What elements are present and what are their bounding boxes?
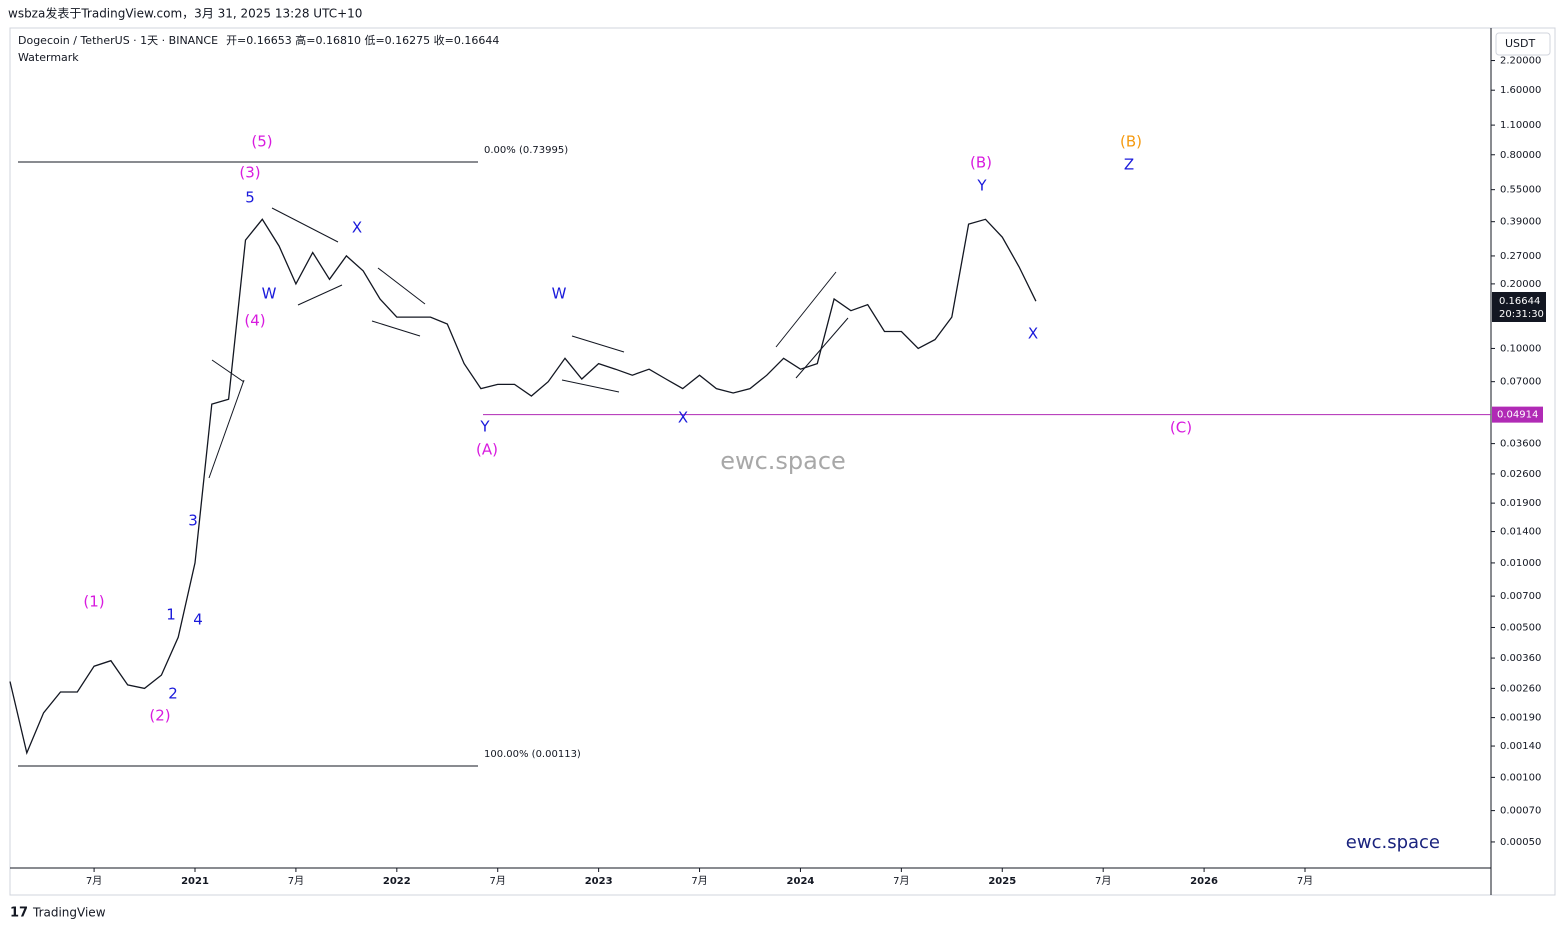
wave-label: 4: [193, 611, 203, 629]
wave-label: (B): [970, 154, 992, 172]
trend-line: [208, 379, 245, 479]
x-tick-label: 2022: [383, 876, 411, 887]
x-tick-label: 7月: [86, 875, 102, 887]
y-tick-label: 1.10000: [1500, 120, 1541, 131]
wave-label: (C): [1170, 419, 1192, 437]
y-tick-label: 0.00190: [1500, 713, 1541, 724]
y-tick-label: 0.01400: [1500, 527, 1541, 538]
x-tick-label: 7月: [893, 875, 909, 887]
wave-label: X: [1028, 325, 1038, 343]
trend-line: [271, 207, 339, 243]
x-tick-label: 2026: [1190, 876, 1218, 887]
y-tick-label: 0.00360: [1500, 653, 1541, 664]
currency-button[interactable]: [1495, 32, 1551, 56]
y-tick-label: 0.00140: [1500, 741, 1541, 752]
x-tick-label: 7月: [1095, 875, 1111, 887]
y-tick-label: 0.00070: [1500, 806, 1541, 817]
y-tick-label: 0.00260: [1500, 683, 1541, 694]
y-tick-label: 0.55000: [1500, 185, 1541, 196]
price-label: 0.16644: [1499, 296, 1540, 307]
y-tick-label: 2.20000: [1500, 56, 1541, 67]
y-tick-label: 0.01900: [1500, 498, 1541, 509]
wave-label: 5: [245, 189, 255, 207]
x-tick-label: 2024: [787, 876, 815, 887]
wave-label: 1: [166, 606, 176, 624]
y-tick-label: 0.07000: [1500, 377, 1541, 388]
trend-line: [377, 267, 426, 305]
trend-line: [297, 284, 343, 306]
trend-line: [211, 359, 245, 383]
wave-label: W: [552, 285, 567, 303]
y-tick-label: 0.39000: [1500, 217, 1541, 228]
y-tick-label: 1.60000: [1500, 85, 1541, 96]
y-tick-label: 0.03600: [1500, 439, 1541, 450]
y-tick-label: 0.00500: [1500, 622, 1541, 633]
y-tick-label: 0.00100: [1500, 772, 1541, 783]
trend-line: [561, 379, 620, 393]
fib-label: 0.00% (0.73995): [484, 145, 568, 156]
x-tick-label: 7月: [490, 875, 506, 887]
countdown: 20:31:30: [1499, 309, 1544, 320]
y-tick-label: 0.80000: [1500, 150, 1541, 161]
footer-text: TradingView: [32, 906, 106, 920]
y-tick-label: 0.00700: [1500, 591, 1541, 602]
legend-symbol: Dogecoin / TetherUS · 1天 · BINANCE: [18, 34, 218, 47]
trend-lines: [208, 207, 849, 479]
y-tick-label: 0.20000: [1500, 279, 1541, 290]
wave-label: (1): [83, 593, 104, 611]
trend-line: [775, 271, 837, 348]
header: wsbza发表于TradingView.com，3月 31, 2025 13:2…: [8, 6, 362, 21]
wave-label: X: [678, 409, 688, 427]
wave-label: W: [262, 285, 277, 303]
footer: 17 TradingView: [10, 906, 106, 921]
x-tick-label: 7月: [288, 875, 304, 887]
x-tick-label: 7月: [691, 875, 707, 887]
logo-mark: 17: [10, 906, 28, 921]
y-tick-label: 0.00050: [1500, 837, 1541, 848]
x-tick-label: 2023: [585, 876, 613, 887]
wave-label: (A): [476, 441, 498, 459]
wave-label: Z: [1124, 156, 1134, 174]
wave-label: (5): [251, 133, 272, 151]
frame: [9, 27, 1556, 896]
brand: ewc.space: [1346, 832, 1440, 853]
y-tick-label: 0.27000: [1500, 251, 1541, 262]
wave-label: (4): [244, 312, 265, 330]
wave-label: (2): [149, 707, 170, 725]
wave-label: Y: [976, 177, 987, 195]
wave-label: Y: [479, 418, 490, 436]
y-tick-label: 0.01000: [1500, 558, 1541, 569]
wave-label: X: [352, 219, 362, 237]
subtitle: Watermark: [18, 51, 79, 64]
level-label: 0.04914: [1497, 410, 1538, 421]
wave-label: 2: [168, 685, 178, 703]
x-tick-label: 2025: [988, 876, 1016, 887]
wave-label: 3: [188, 512, 198, 530]
x-tick-label: 7月: [1297, 875, 1313, 887]
wave-label: (3): [239, 164, 260, 182]
price-line: [9, 218, 1037, 755]
legend: Dogecoin / TetherUS · 1天 · BINANCE 开=0.16…: [18, 33, 499, 47]
currency[interactable]: USDT: [1505, 37, 1536, 50]
wave-label: (B): [1120, 133, 1142, 151]
trend-line: [371, 320, 421, 337]
level-tag: [1492, 406, 1543, 423]
y-tick-label: 0.02600: [1500, 469, 1541, 480]
fib-label: 100.00% (0.00113): [484, 749, 581, 760]
x-tick-label: 2021: [181, 876, 209, 887]
price-tag: [1492, 291, 1546, 322]
y-tick-label: 0.10000: [1500, 343, 1541, 354]
trend-line: [571, 335, 625, 353]
legend-ohlc: 开=0.16653 高=0.16810 低=0.16275 收=0.16644: [226, 33, 499, 47]
watermark: ewc.space: [720, 447, 846, 475]
